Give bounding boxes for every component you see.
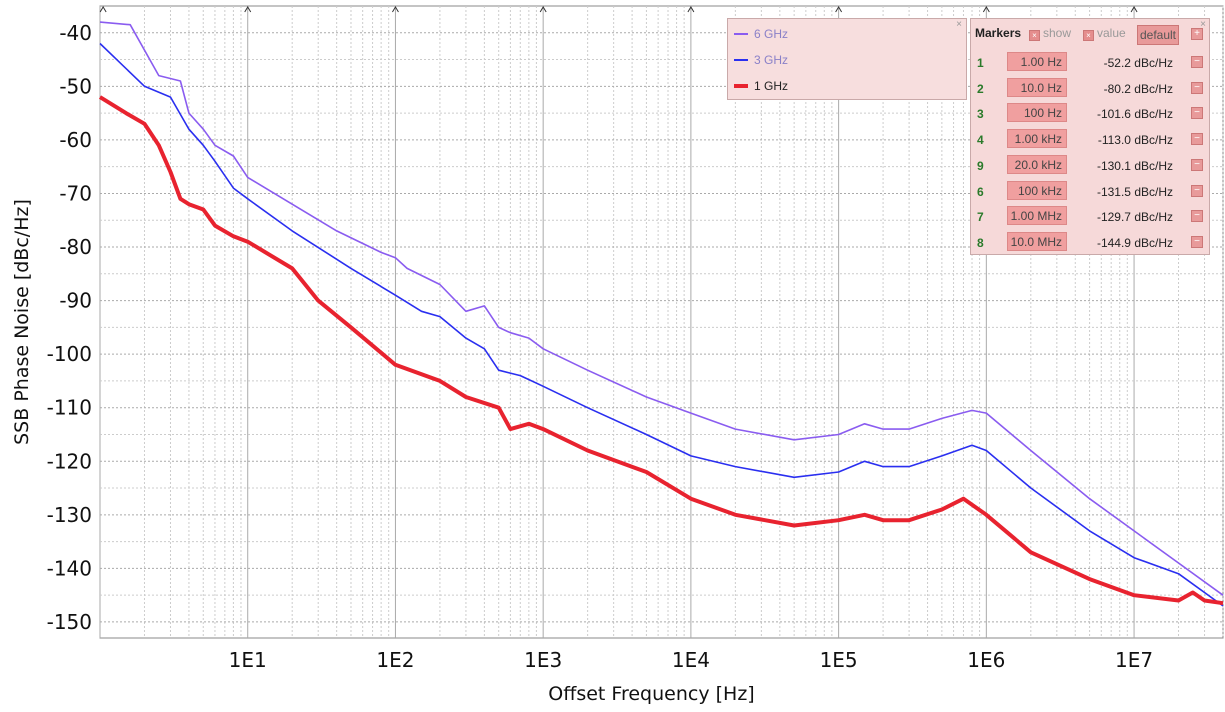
value-checkbox[interactable]: × value (1083, 26, 1126, 41)
remove-marker-icon[interactable]: − (1191, 158, 1203, 171)
top-tick-mark (835, 6, 843, 13)
add-marker-icon[interactable]: + (1191, 28, 1203, 40)
y-tick-label: -70 (59, 181, 92, 205)
marker-number: 9 (977, 158, 984, 173)
x-tick-label: 1E5 (820, 648, 858, 672)
marker-number: 2 (977, 81, 984, 96)
marker-number: 6 (977, 184, 984, 199)
remove-marker-icon[interactable]: − (1191, 184, 1203, 197)
legend[interactable]: × 6 GHz 3 GHz 1 GHz (727, 18, 967, 100)
remove-marker-icon[interactable]: − (1191, 235, 1203, 248)
remove-marker-icon[interactable]: − (1191, 81, 1203, 94)
marker-frequency-field[interactable]: 100 Hz (1007, 103, 1067, 123)
y-tick-label: -90 (59, 289, 92, 313)
marker-value: -129.7 dBc/Hz (1096, 210, 1173, 225)
y-tick-label: -40 (59, 21, 92, 45)
x-tick-label: 1E2 (376, 648, 414, 672)
marker-value: -131.5 dBc/Hz (1096, 184, 1173, 199)
y-tick-label: -130 (47, 503, 92, 527)
x-tick-labels: 1E1 1E2 1E3 1E4 1E5 1E6 1E7 (229, 648, 1153, 672)
top-tick-mark (99, 6, 107, 13)
remove-marker-icon[interactable]: − (1191, 107, 1203, 120)
remove-marker-icon[interactable]: − (1191, 210, 1203, 223)
legend-label: 6 GHz (754, 27, 789, 41)
x-tick-label: 1E4 (672, 648, 710, 672)
markers-close-icon[interactable]: × (1200, 19, 1206, 30)
y-tick-label: -60 (59, 128, 92, 152)
top-tick-mark (982, 6, 990, 13)
marker-row[interactable]: 6 100 kHz -131.5 dBc/Hz − (975, 180, 1205, 202)
checkbox-icon[interactable]: × (1029, 30, 1040, 41)
marker-row[interactable]: 1 1.00 Hz -52.2 dBc/Hz − (975, 51, 1205, 73)
legend-label: 3 GHz (754, 53, 789, 67)
marker-row[interactable]: 3 100 Hz -101.6 dBc/Hz − (975, 102, 1205, 124)
top-tick-mark (244, 6, 252, 13)
legend-swatch (734, 33, 748, 35)
marker-value: -130.1 dBc/Hz (1096, 158, 1173, 173)
marker-row[interactable]: 9 20.0 kHz -130.1 dBc/Hz − (975, 154, 1205, 176)
y-tick-label: -150 (47, 610, 92, 634)
marker-number: 3 (977, 107, 984, 122)
marker-number: 8 (977, 235, 984, 250)
x-tick-label: 1E6 (967, 648, 1005, 672)
legend-label: 1 GHz (754, 79, 789, 93)
series-line-3-ghz (99, 42, 1224, 607)
marker-frequency-field[interactable]: 20.0 kHz (1007, 154, 1067, 174)
y-tick-labels: -40 -50 -60 -70 -80 -90 -100 -110 -120 -130 -140 -1… (47, 21, 92, 634)
markers-panel[interactable]: × Markers × show × value default + 1 1.00 H… (970, 18, 1210, 255)
marker-number: 4 (977, 133, 984, 148)
marker-value: -80.2 dBc/Hz (1103, 81, 1173, 96)
series-line-6-ghz (99, 21, 1224, 596)
legend-close-icon[interactable]: × (956, 19, 962, 30)
marker-value: -144.9 dBc/Hz (1096, 235, 1173, 250)
marker-row[interactable]: 2 10.0 Hz -80.2 dBc/Hz − (975, 77, 1205, 99)
top-tick-mark (1130, 6, 1138, 13)
default-button[interactable]: default (1137, 25, 1179, 45)
y-tick-label: -50 (59, 74, 92, 98)
top-tick-mark (392, 6, 399, 13)
marker-frequency-field[interactable]: 1.00 kHz (1007, 129, 1067, 149)
marker-row[interactable]: 8 10.0 MHz -144.9 dBc/Hz − (975, 231, 1205, 253)
marker-frequency-field[interactable]: 100 kHz (1007, 180, 1067, 200)
marker-number: 7 (977, 210, 984, 225)
y-tick-label: -80 (59, 235, 92, 259)
y-tick-label: -140 (47, 556, 92, 580)
marker-value: -101.6 dBc/Hz (1096, 107, 1173, 122)
series-line-1-ghz (98, 95, 1224, 606)
remove-marker-icon[interactable]: − (1191, 133, 1203, 146)
legend-item-3ghz: 3 GHz (734, 53, 788, 67)
top-tick-marks (99, 6, 1138, 13)
x-tick-label: 1E1 (229, 648, 267, 672)
checkbox-icon[interactable]: × (1083, 30, 1094, 41)
marker-value: -52.2 dBc/Hz (1103, 56, 1173, 70)
show-checkbox[interactable]: × show (1029, 26, 1071, 41)
marker-value: -113.0 dBc/Hz (1097, 133, 1173, 148)
marker-frequency-field[interactable]: 10.0 MHz (1007, 231, 1067, 251)
marker-row[interactable]: 7 1.00 MHz -129.7 dBc/Hz − (975, 205, 1205, 227)
value-label: value (1097, 26, 1126, 40)
top-tick-mark (539, 6, 547, 13)
legend-swatch (734, 84, 748, 88)
remove-marker-icon[interactable]: − (1191, 56, 1203, 68)
marker-frequency-field[interactable]: 10.0 Hz (1007, 77, 1067, 97)
marker-row[interactable]: 4 1.00 kHz -113.0 dBc/Hz − (975, 128, 1205, 150)
legend-item-1ghz: 1 GHz (734, 79, 788, 93)
marker-frequency-field[interactable]: 1.00 Hz (1007, 52, 1067, 71)
series-lines (98, 21, 1224, 607)
x-tick-label: 1E7 (1115, 648, 1153, 672)
legend-swatch (734, 59, 748, 61)
y-tick-label: -120 (47, 449, 92, 473)
marker-number: 1 (977, 56, 984, 70)
y-axis-label: SSB Phase Noise [dBc/Hz] (11, 199, 33, 445)
x-axis-label: Offset Frequency [Hz] (548, 683, 754, 705)
markers-title: Markers (975, 26, 1022, 40)
top-tick-mark (687, 6, 695, 13)
x-tick-label: 1E3 (524, 648, 562, 672)
y-tick-label: -100 (47, 342, 92, 366)
marker-frequency-field[interactable]: 1.00 MHz (1007, 206, 1067, 226)
show-label: show (1043, 26, 1072, 40)
y-tick-label: -110 (47, 396, 92, 420)
markers-header: Markers × show × value default + (975, 23, 1205, 45)
legend-item-6ghz: 6 GHz (734, 27, 788, 41)
